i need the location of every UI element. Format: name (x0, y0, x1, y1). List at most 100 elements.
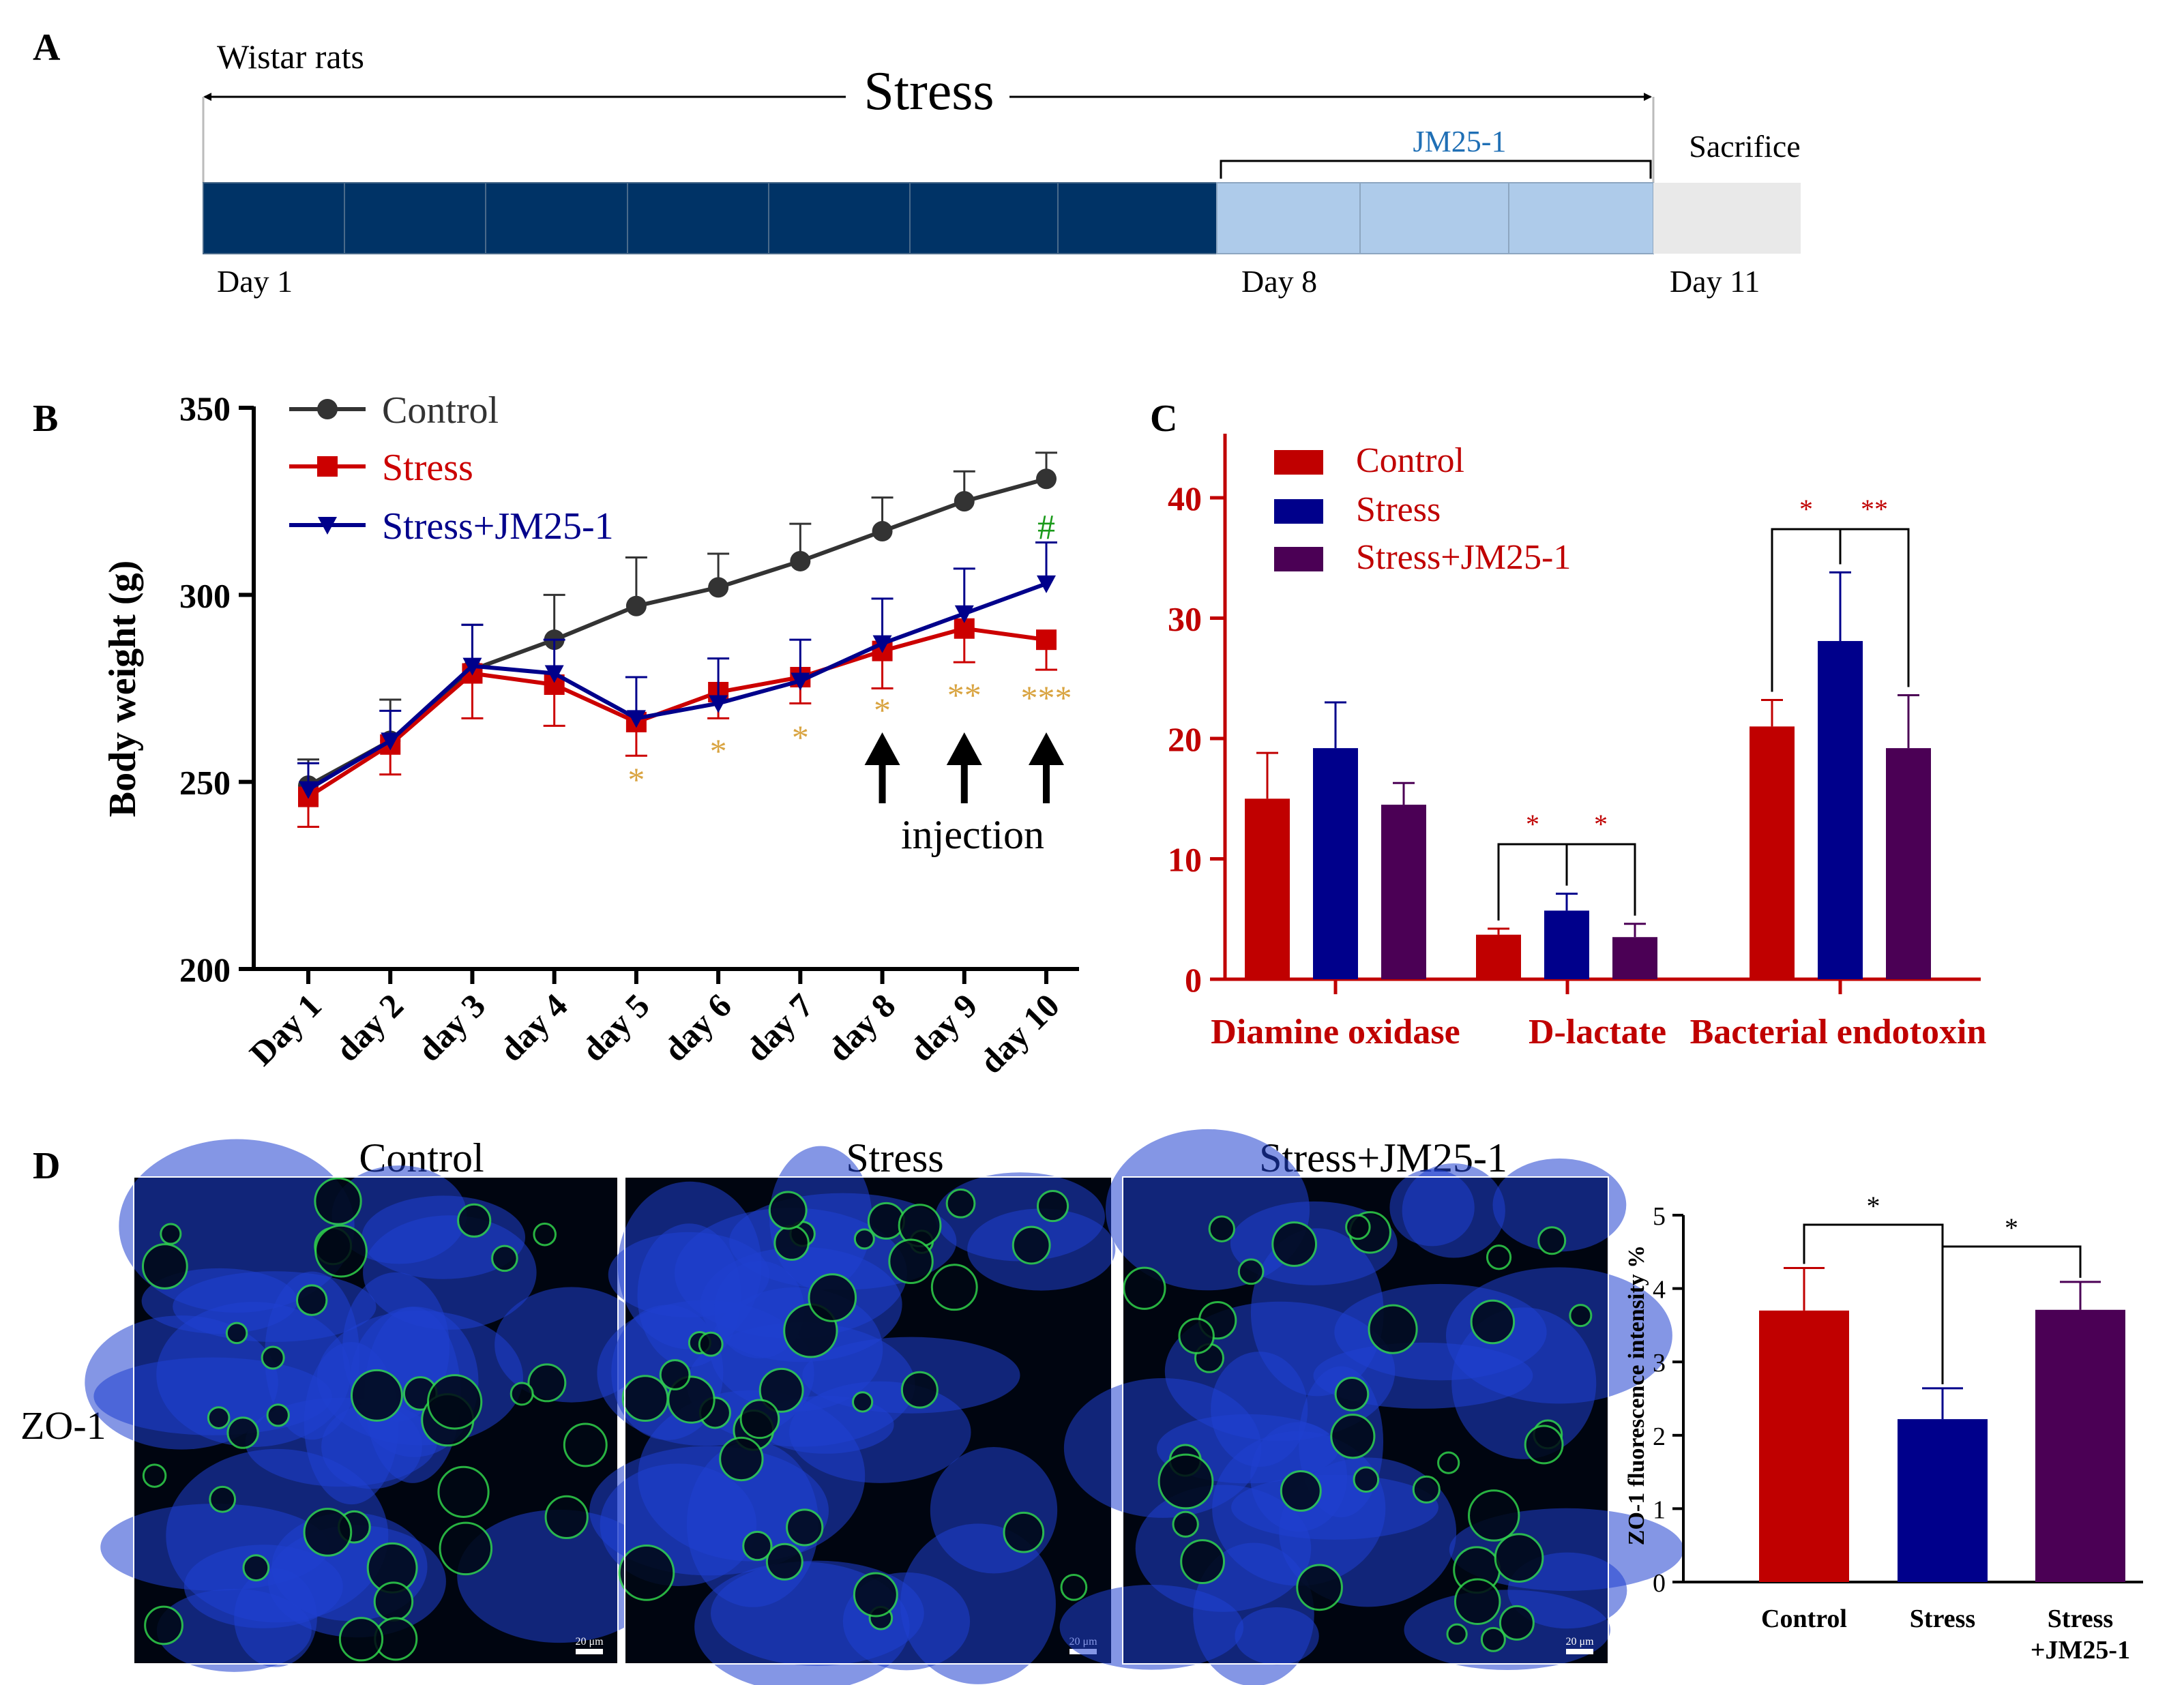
stress-day-block (627, 182, 769, 254)
y-tick-label: 20 (1168, 720, 1202, 758)
legend-label: Stress (1356, 490, 1441, 529)
cell-ring (853, 1228, 875, 1250)
data-point (790, 550, 811, 571)
data-point (708, 577, 729, 598)
y-tick-label: 0 (1185, 961, 1202, 999)
x-tick-label: day 5 (574, 986, 657, 1069)
data-point (709, 695, 728, 713)
cell-ring (1237, 1258, 1265, 1285)
injection-arrow-head (864, 732, 900, 765)
data-point (954, 605, 974, 623)
cell-ring (160, 1223, 182, 1245)
cell-ring (698, 1331, 724, 1357)
comparison-mark: * (1594, 809, 1608, 839)
tissue-region (1250, 1228, 1384, 1397)
x-tick-label: Bacterial endotoxin (1690, 1013, 1987, 1052)
tissue-region (1235, 1607, 1319, 1665)
cell-ring (266, 1403, 290, 1427)
bar (1476, 934, 1521, 979)
y-tick-label: 40 (1168, 479, 1202, 518)
legend-swatch (1274, 499, 1323, 524)
cell-ring (1208, 1215, 1236, 1242)
cell-ring (1453, 1578, 1501, 1625)
x-tick-label: day 4 (492, 986, 574, 1069)
x-tick-label: Day 1 (242, 986, 329, 1073)
injection-arrow-head (946, 732, 982, 765)
cell-ring (853, 1572, 898, 1617)
y-axis-label: ZO-1 fluorescence intensity % (1624, 1245, 1649, 1545)
legend-swatch (1274, 547, 1323, 571)
treatment-bracket (1220, 160, 1652, 179)
x-tick-label: Control (1761, 1605, 1847, 1633)
bar (1886, 748, 1931, 979)
cell-ring (426, 1374, 483, 1430)
cell-ring (439, 1521, 493, 1576)
cell-ring (945, 1188, 976, 1219)
bar (1313, 748, 1358, 979)
comparison-mark: * (1799, 494, 1813, 524)
x-tick-label: Diamine oxidase (1211, 1013, 1460, 1052)
data-point (381, 732, 400, 751)
legend-label: Stress+JM25-1 (1356, 538, 1571, 577)
tissue-region (789, 1381, 971, 1483)
cell-ring (1330, 1414, 1376, 1459)
cell-ring (1524, 1425, 1564, 1465)
cell-ring (739, 1399, 780, 1440)
cell-ring (1003, 1511, 1045, 1553)
data-point (791, 672, 810, 691)
cell-ring (1537, 1226, 1567, 1255)
significance-mark: * (710, 732, 727, 770)
data-point (1036, 629, 1057, 651)
comparison-mark: * (1526, 809, 1539, 839)
cell-ring (765, 1542, 803, 1581)
y-tick-label: 3 (1653, 1349, 1666, 1377)
scale-bar (1566, 1649, 1593, 1654)
bar (1381, 805, 1426, 979)
cell-ring (1172, 1510, 1199, 1538)
bar (2035, 1309, 2125, 1582)
significance-mark: ** (947, 676, 982, 714)
comparison-bracket (1839, 528, 1910, 687)
cell-ring (261, 1345, 285, 1370)
y-tick-label: 350 (179, 389, 231, 428)
cell-ring (207, 1406, 231, 1429)
y-tick-label: 0 (1653, 1569, 1666, 1598)
data-point (1037, 575, 1056, 593)
cell-ring (1412, 1475, 1441, 1504)
data-point (1036, 468, 1057, 490)
bar (1898, 1419, 1988, 1582)
cell-ring (888, 1238, 934, 1284)
panel-b-label: B (33, 398, 58, 440)
data-point (299, 781, 318, 799)
tissue-region (331, 1165, 467, 1264)
stress-day-block (344, 182, 486, 254)
cell-ring (142, 1463, 167, 1488)
end-label: Sacrifice (1689, 129, 1800, 164)
day-label-mid: Day 8 (1241, 264, 1317, 299)
cell-ring (900, 1371, 939, 1409)
y-axis-label: Body weight (g) (102, 561, 144, 817)
stress-day-block (909, 182, 1059, 254)
cell-ring (621, 1375, 669, 1422)
cell-ring (773, 1225, 810, 1261)
scale-bar-label: 20 μm (1565, 1636, 1594, 1647)
cell-ring (141, 1243, 188, 1289)
cell-ring (544, 1495, 589, 1540)
cell-ring (225, 1322, 248, 1345)
data-point (625, 595, 647, 616)
cell-ring (786, 1508, 824, 1547)
x-tick-label: day 7 (738, 986, 821, 1069)
x-tick-label: +JM25-1 (2031, 1636, 2130, 1665)
zo1-intensity-chart: 0 1 2 3 4 5ZO-1 fluorescence intensity % Contr… (1624, 1191, 2143, 1665)
x-tick-label: Stress (2048, 1605, 2113, 1633)
cell-ring (852, 1391, 874, 1413)
cell-ring (1494, 1533, 1544, 1583)
series-line (307, 626, 1047, 799)
cell-ring (719, 1436, 764, 1482)
bar (1245, 799, 1290, 979)
cell-ring (1486, 1244, 1512, 1270)
stress-day-block (1057, 182, 1218, 254)
cell-ring (1353, 1466, 1380, 1493)
stress-label: Stress (864, 61, 994, 121)
